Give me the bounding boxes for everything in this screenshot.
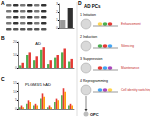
svg-text:AD PCs: AD PCs — [84, 4, 101, 9]
svg-text:AD: AD — [35, 41, 41, 46]
svg-text:5: 5 — [15, 98, 17, 102]
svg-text:3 Suppression: 3 Suppression — [80, 57, 102, 61]
svg-text:Cell identity switching: Cell identity switching — [121, 88, 150, 92]
svg-text:0: 0 — [15, 66, 17, 70]
svg-text:10: 10 — [13, 53, 17, 57]
svg-text:15: 15 — [13, 81, 17, 85]
svg-text:Maintenance: Maintenance — [121, 66, 139, 70]
svg-text:1 Initiation: 1 Initiation — [80, 13, 96, 17]
svg-text:10: 10 — [13, 90, 17, 94]
svg-text:C: C — [1, 76, 5, 82]
svg-text:Silencing: Silencing — [121, 44, 134, 48]
svg-text:1: 1 — [56, 18, 58, 22]
svg-text:0: 0 — [56, 26, 58, 30]
svg-text:A: A — [1, 0, 5, 6]
svg-text:0: 0 — [15, 107, 17, 111]
svg-text:4 Reprogramming: 4 Reprogramming — [80, 79, 108, 83]
svg-text:2: 2 — [56, 10, 58, 14]
svg-text:B: B — [1, 35, 5, 41]
svg-text:3: 3 — [56, 2, 58, 6]
svg-text:OPC: OPC — [90, 112, 99, 117]
svg-text:Enhancement: Enhancement — [121, 22, 141, 26]
svg-text:2 Induction: 2 Induction — [80, 35, 97, 39]
svg-text:D: D — [78, 0, 82, 6]
svg-text:20: 20 — [13, 40, 17, 44]
svg-text:PLGM3/1 hAD: PLGM3/1 hAD — [25, 82, 51, 87]
